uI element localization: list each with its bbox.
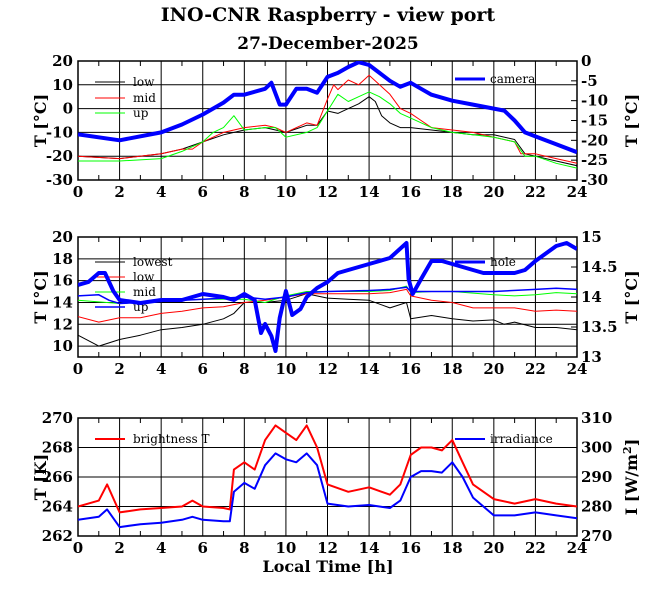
y-tick-label: -30 bbox=[46, 171, 73, 189]
x-tick-label: 22 bbox=[525, 360, 546, 378]
x-tick-label: 4 bbox=[156, 183, 166, 201]
y2-tick-label: 15 bbox=[581, 228, 602, 246]
y-tick-label: 20 bbox=[52, 228, 73, 246]
chart-title: INO-CNR Raspberry - view port bbox=[161, 4, 496, 26]
x-tick-label: 8 bbox=[239, 360, 249, 378]
y-tick-label: 14 bbox=[52, 293, 73, 311]
legend-label-mid: mid bbox=[133, 91, 156, 105]
x-tick-label: 6 bbox=[198, 360, 208, 378]
x-axis-label: Local Time [h] bbox=[262, 557, 393, 576]
y2-tick-label: 280 bbox=[581, 498, 612, 516]
x-tick-label: 2 bbox=[114, 539, 124, 557]
y2-tick-label: -15 bbox=[581, 112, 608, 130]
y2-axis-label: T [°C] bbox=[622, 270, 641, 323]
y-tick-label: 18 bbox=[52, 250, 73, 268]
y-tick-label: 270 bbox=[42, 409, 73, 427]
y-tick-label: -20 bbox=[46, 147, 73, 165]
x-tick-label: 2 bbox=[114, 183, 124, 201]
y2-tick-label: 14.5 bbox=[581, 258, 618, 276]
x-tick-label: 16 bbox=[400, 539, 421, 557]
x-tick-label: 20 bbox=[483, 539, 504, 557]
legend-label-hole: hole bbox=[490, 255, 516, 269]
x-tick-label: 6 bbox=[198, 539, 208, 557]
x-tick-label: 4 bbox=[156, 539, 166, 557]
legend-label-low: low bbox=[133, 75, 155, 89]
y2-axis-label: I [W/m2] bbox=[621, 439, 641, 516]
y2-tick-label: -25 bbox=[581, 151, 608, 169]
x-tick-label: 18 bbox=[442, 539, 463, 557]
x-tick-label: 4 bbox=[156, 360, 166, 378]
y-tick-label: 0 bbox=[63, 100, 73, 118]
x-tick-label: 20 bbox=[483, 360, 504, 378]
x-tick-label: 16 bbox=[400, 360, 421, 378]
x-tick-label: 0 bbox=[73, 360, 83, 378]
y2-tick-label: -30 bbox=[581, 171, 608, 189]
y2-tick-label: 270 bbox=[581, 527, 612, 545]
y2-tick-label: 13.5 bbox=[581, 318, 618, 336]
y-tick-label: 20 bbox=[52, 52, 73, 70]
x-tick-label: 12 bbox=[317, 360, 338, 378]
y2-tick-label: 310 bbox=[581, 409, 612, 427]
y2-tick-label: -10 bbox=[581, 92, 608, 110]
y2-axis-label-end: ] bbox=[622, 439, 641, 447]
y-tick-label: 10 bbox=[52, 337, 73, 355]
y2-tick-label: 290 bbox=[581, 468, 612, 486]
x-tick-label: 18 bbox=[442, 360, 463, 378]
x-tick-label: 20 bbox=[483, 183, 504, 201]
y2-tick-label: 300 bbox=[581, 439, 612, 457]
y-tick-label: 16 bbox=[52, 272, 73, 290]
x-tick-label: 14 bbox=[359, 183, 380, 201]
legend-label-irradiance: irradiance bbox=[490, 432, 553, 446]
x-tick-label: 10 bbox=[275, 539, 296, 557]
x-tick-label: 12 bbox=[317, 539, 338, 557]
y2-tick-label: -20 bbox=[581, 131, 608, 149]
legend-label-lowest: lowest bbox=[133, 255, 173, 269]
y-tick-label: 10 bbox=[52, 76, 73, 94]
chart-date: 27-December-2025 bbox=[237, 34, 418, 54]
x-tick-label: 0 bbox=[73, 539, 83, 557]
y2-tick-label: 13 bbox=[581, 348, 602, 366]
x-tick-label: 14 bbox=[359, 539, 380, 557]
x-tick-label: 0 bbox=[73, 183, 83, 201]
legend-label-camera: camera bbox=[490, 72, 535, 86]
y-tick-label: 262 bbox=[42, 527, 73, 545]
x-tick-label: 18 bbox=[442, 183, 463, 201]
x-tick-label: 6 bbox=[198, 183, 208, 201]
x-tick-label: 8 bbox=[239, 539, 249, 557]
y2-axis-label: T [°C] bbox=[622, 94, 641, 147]
y2-axis-label-sup: 2 bbox=[621, 446, 634, 454]
legend-label-low: low bbox=[133, 270, 155, 284]
legend-label-brightness-T: brightness T bbox=[133, 432, 209, 446]
x-tick-label: 10 bbox=[275, 183, 296, 201]
y-axis-label: T [°C] bbox=[31, 270, 50, 323]
x-tick-label: 22 bbox=[525, 183, 546, 201]
y2-tick-label: 14 bbox=[581, 288, 602, 306]
y-axis-label: T [°C] bbox=[31, 94, 50, 147]
x-tick-label: 22 bbox=[525, 539, 546, 557]
y2-tick-label: -5 bbox=[581, 72, 598, 90]
x-tick-label: 2 bbox=[114, 360, 124, 378]
y-axis-label: T [K] bbox=[31, 454, 50, 501]
x-tick-label: 16 bbox=[400, 183, 421, 201]
x-tick-label: 8 bbox=[239, 183, 249, 201]
y2-tick-label: 0 bbox=[581, 52, 591, 70]
legend-label-mid: mid bbox=[133, 285, 156, 299]
y-tick-label: 12 bbox=[52, 315, 73, 333]
legend-label-up: up bbox=[133, 106, 149, 120]
x-tick-label: 12 bbox=[317, 183, 338, 201]
x-tick-label: 10 bbox=[275, 360, 296, 378]
x-tick-label: 14 bbox=[359, 360, 380, 378]
